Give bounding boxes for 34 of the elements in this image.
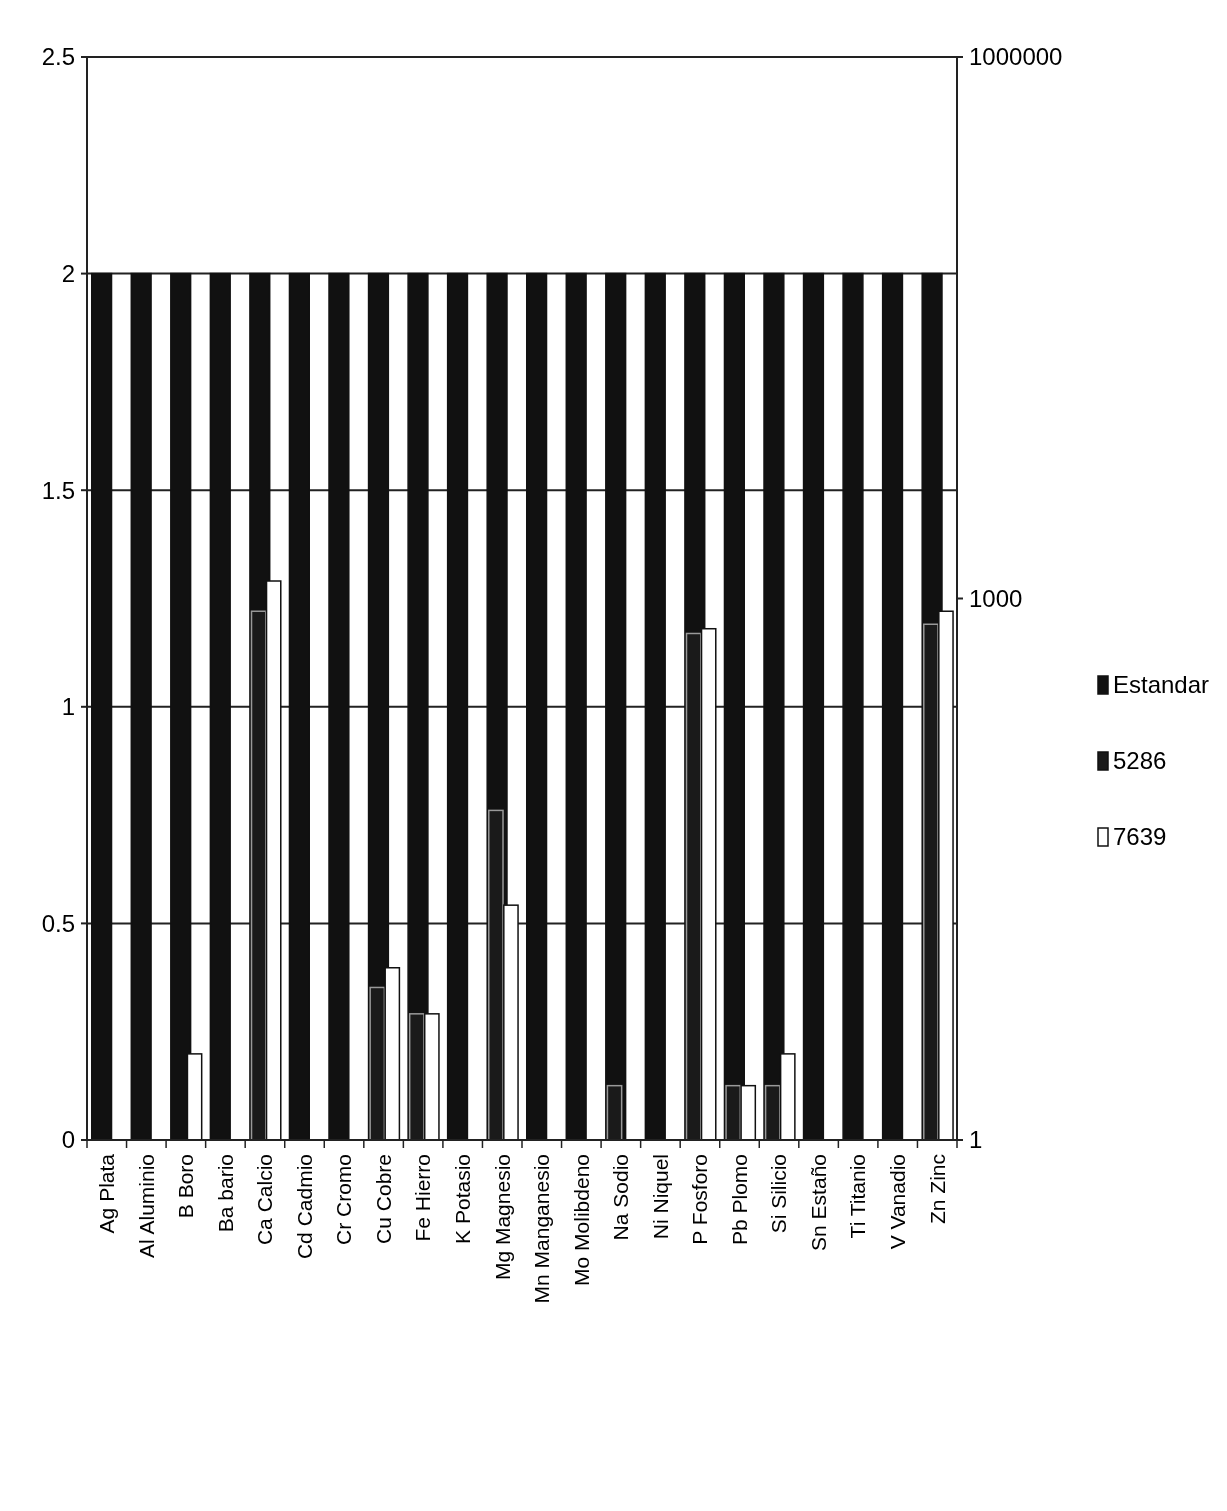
y2-tick-label: 1000000: [969, 43, 1063, 71]
x-tick-label: V Vanadio: [886, 1154, 910, 1250]
x-tick-label: Fe Hierro: [411, 1154, 435, 1242]
x-tick-label: Ca Calcio: [253, 1154, 277, 1246]
x-tick-label: Pb Plomo: [727, 1154, 751, 1246]
x-tick-label: Mo Molibdeno: [569, 1154, 593, 1286]
x-tick-label: Ni Niquel: [648, 1154, 672, 1240]
x-tick-label: Zn Zinc: [925, 1154, 949, 1225]
x-tick-label: Al Aluminio: [134, 1154, 158, 1258]
x-tick-label: Cd Cadmio: [292, 1154, 316, 1260]
x-tick-label: Na Sodio: [609, 1154, 633, 1241]
y-tick-label: 1: [61, 693, 75, 721]
y-tick-label: 2: [61, 260, 75, 287]
y-tick-label: 0.5: [41, 909, 75, 937]
legend-label: Estandar: [1113, 671, 1210, 699]
x-tick-label: Si Silicio: [767, 1154, 791, 1234]
x-tick-label: Mg Magnesio: [490, 1154, 514, 1281]
x-tick-label: Ba bario: [213, 1154, 237, 1233]
y-tick-label: 1.5: [41, 476, 75, 504]
x-tick-label: Mn Manganesio: [530, 1154, 554, 1304]
y-tick-label: 2.5: [41, 43, 75, 71]
x-tick-label: B Boro: [174, 1154, 198, 1219]
x-tick-label: Cu Cobre: [371, 1154, 395, 1244]
y2-tick-label: 1000: [969, 584, 1023, 612]
x-tick-label: K Potasio: [451, 1154, 475, 1244]
x-tick-label: Sn Estaño: [806, 1154, 830, 1251]
y2-tick-label: 1: [969, 1126, 983, 1154]
x-tick-label: Cr Cromo: [332, 1154, 356, 1246]
y-tick-label: 0: [61, 1126, 75, 1154]
x-tick-label: Ti Titanio: [846, 1154, 870, 1239]
legend-label: 5286: [1113, 747, 1167, 775]
x-tick-label: Ag Plata: [95, 1153, 119, 1234]
x-tick-label: P Fosforo: [688, 1154, 712, 1245]
legend-label: 7639: [1113, 823, 1167, 851]
